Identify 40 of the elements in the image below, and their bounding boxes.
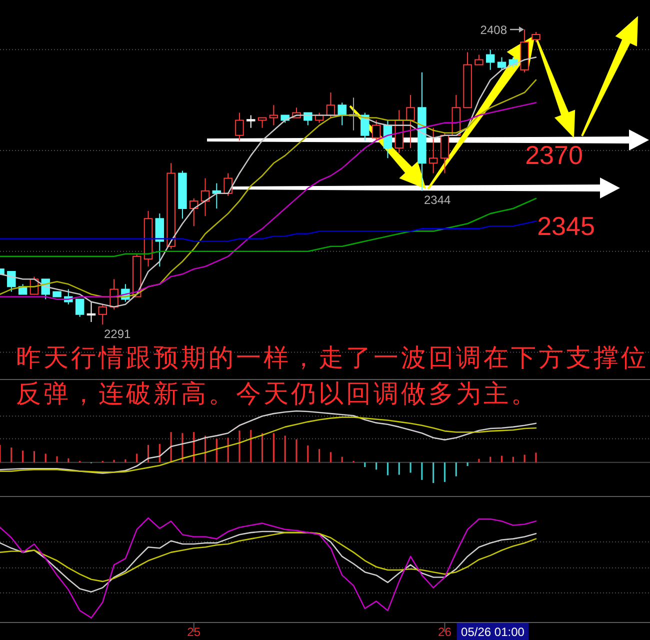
candlestick: [98, 304, 108, 325]
candlestick: [166, 162, 176, 250]
candlestick: [269, 104, 278, 126]
candlestick: [486, 49, 495, 70]
candlestick: [520, 29, 529, 73]
candlestick: [200, 178, 210, 217]
candlestick: [235, 112, 244, 141]
candlestick: [144, 210, 153, 268]
candlestick: [86, 301, 96, 322]
candlestick: [360, 112, 370, 141]
candlestick: [463, 52, 472, 108]
candlestick: [383, 120, 392, 159]
text: 昨天行情跟预期的一样，走了一波回调在下方支撑位反弹，连破新高。今天仍以回调做多为主。: [16, 343, 646, 408]
text: 2291: [104, 327, 132, 341]
candlestick: [406, 94, 415, 149]
candlestick: [338, 102, 346, 126]
candlestick: [178, 170, 187, 220]
candlestick: [7, 271, 16, 292]
candlestick: [497, 56, 506, 70]
candlestick: [440, 132, 450, 174]
candlestick: [258, 117, 267, 128]
candlestick: [428, 127, 438, 174]
candlestick: [474, 54, 484, 66]
candlestick: [52, 291, 62, 298]
annotation: 2345: [537, 211, 595, 241]
candlestick: [372, 120, 381, 141]
x-tick-label: 26: [438, 625, 452, 639]
candlestick: [326, 92, 336, 118]
candlestick: [246, 114, 256, 128]
candlestick: [155, 213, 164, 268]
annotation: 2408: [480, 23, 508, 37]
candlestick: [75, 298, 84, 318]
candlestick: [532, 32, 540, 43]
candlestick: [189, 198, 198, 227]
annotation: 2370: [525, 140, 583, 170]
candlestick: [418, 72, 426, 192]
annotation: 2344: [424, 193, 452, 207]
x-tick-label: 25: [187, 625, 201, 639]
text: 05/26 01:00: [461, 625, 525, 639]
candlestick: [212, 182, 222, 210]
